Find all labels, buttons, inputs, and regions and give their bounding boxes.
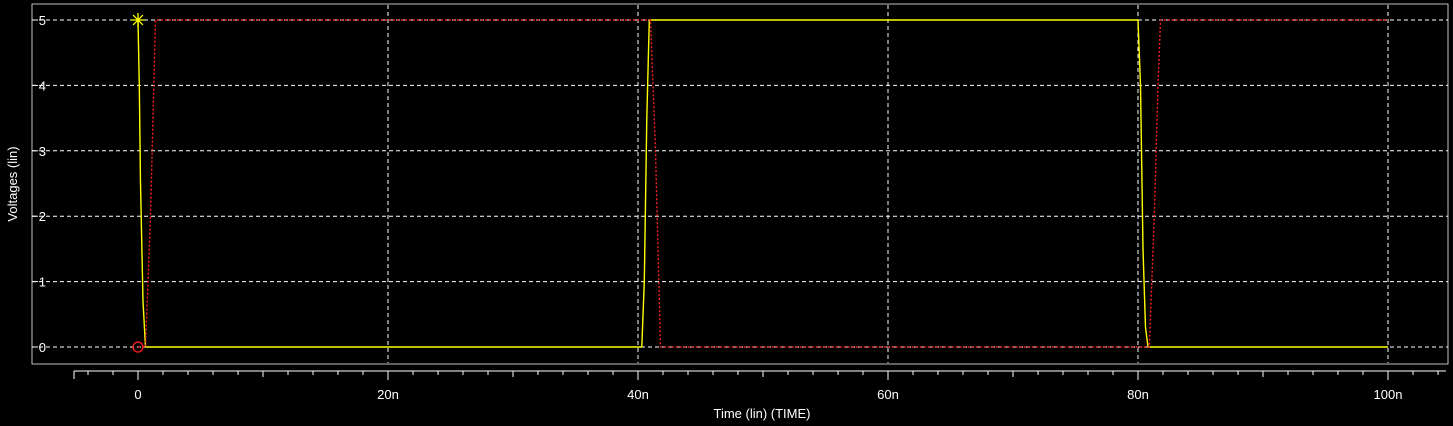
x-tick-label-80: 80n [1127, 387, 1149, 402]
y-tick-label-5: 5 [39, 13, 46, 28]
series-0-star-marker [131, 13, 145, 27]
series-0-trace [137, 19, 1388, 348]
x-axis-ticks: 0 20n 40n 60n 80n 100n [73, 370, 1446, 402]
plot-border [31, 3, 1449, 365]
y-tick-label-3: 3 [39, 144, 46, 159]
plot-area: 0 1 2 3 4 5 [31, 3, 1449, 365]
x-tick-label-60: 60n [877, 387, 899, 402]
x-tick-label-20: 20n [377, 387, 399, 402]
x-tick-label-100: 100n [1374, 387, 1403, 402]
y-tick-label-4: 4 [39, 78, 46, 93]
star-marker-stroke-3 [132, 14, 144, 26]
y-axis-ticks: 0 1 2 3 4 5 [32, 13, 46, 355]
series-layer [131, 13, 1388, 353]
y-tick-label-2: 2 [39, 209, 46, 224]
x-axis: 0 20n 40n 60n 80n 100n [73, 370, 1446, 402]
series-1-circle-marker [132, 341, 144, 353]
x-tick-label-0: 0 [134, 387, 141, 402]
grid [32, 5, 1448, 363]
y-tick-label-1: 1 [39, 275, 46, 290]
series-1-trace [138, 19, 1388, 348]
x-axis-title: Time (lin) (TIME) [713, 406, 810, 421]
y-axis-title: Voltages (lin) [5, 146, 20, 221]
y-tick-label-0: 0 [39, 340, 46, 355]
x-tick-label-40: 40n [627, 387, 649, 402]
